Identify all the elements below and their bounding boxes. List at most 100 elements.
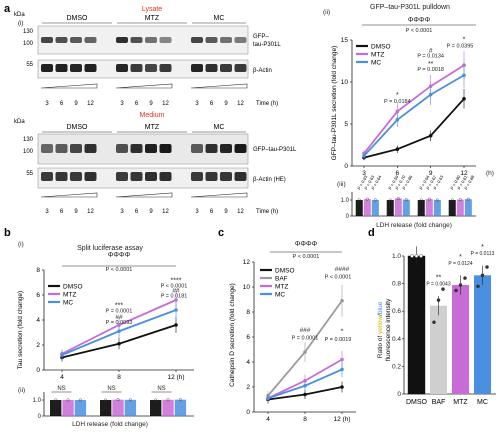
- panel-a-blots: a kDa (i) Lysate DMSO MTZ MC 130 100 GFP…: [4, 3, 297, 215]
- legend-label-dmso: DMSO: [275, 268, 295, 275]
- blot-band: [205, 172, 218, 181]
- legend-label-mtz: MTZ: [371, 52, 384, 59]
- legend-label-baf: BAF: [275, 276, 288, 283]
- data-dot: [365, 197, 369, 201]
- data-dot: [373, 198, 377, 202]
- y-tick-label: 0.8: [392, 281, 401, 288]
- time-tick-label: 9: [149, 101, 153, 107]
- panel-letter-a: a: [4, 3, 11, 15]
- x-tick-label: DMSO: [406, 399, 428, 406]
- x-tick-label: BAF: [432, 399, 446, 406]
- y-tick-label: 6: [36, 292, 40, 299]
- bar-dmso: [448, 200, 456, 216]
- medium-marker-55: 55: [26, 171, 33, 177]
- medium-group-mc: MC: [214, 124, 225, 131]
- y-tick-label: 0: [246, 409, 250, 416]
- lysate-tau-bands: [41, 37, 247, 43]
- medium-time-wedges: [40, 192, 248, 198]
- y-tick-label: 12: [243, 259, 251, 266]
- data-dot: [178, 398, 182, 402]
- time-wedge: [115, 192, 173, 198]
- data-point-dmso: [395, 147, 400, 151]
- y-axis-label: Tau secretion (fold change): [17, 291, 24, 369]
- blot-band: [191, 144, 203, 153]
- data-dot: [104, 398, 108, 402]
- p-value: P = 0.0113: [471, 251, 495, 257]
- time-tick-label: 9: [224, 101, 228, 107]
- sig-diamonds: ΦΦΦΦ: [108, 252, 131, 259]
- y-tick-label: 6: [246, 334, 250, 341]
- sig-symbol: ***: [115, 303, 123, 310]
- lysate-band1-label-l2: tau-P301L: [253, 42, 281, 48]
- lysate-group-dmso: DMSO: [67, 15, 89, 22]
- bar-mc: [402, 199, 410, 216]
- time-tick-label: 6: [210, 101, 214, 107]
- medium-marker-130: 130: [23, 137, 34, 143]
- p-value: P = 0.0019: [325, 337, 352, 343]
- medium-header: Medium: [140, 112, 165, 119]
- time-tick-label: 9: [74, 101, 78, 107]
- time-tick-label: 6: [210, 209, 214, 215]
- medium-marker-100: 100: [23, 149, 34, 155]
- data-dot: [480, 273, 485, 278]
- lysate-sub-label: (i): [18, 21, 23, 27]
- y-tick-label: 0.4: [392, 336, 401, 343]
- y-tick-label: 0.6: [392, 308, 401, 315]
- y-tick-label: 5: [344, 121, 348, 128]
- data-point-mc: [428, 92, 433, 97]
- data-dot: [410, 254, 414, 258]
- data-dot: [154, 398, 158, 402]
- chart-d: Ratio of yellow/blue fluorescence intensi…: [377, 244, 496, 406]
- data-dot: [128, 398, 132, 402]
- data-dot: [441, 287, 445, 291]
- time-tick-label: 12: [237, 209, 244, 215]
- time-tick-label: 9: [74, 209, 78, 215]
- blot-band: [41, 144, 53, 153]
- data-dot: [357, 198, 361, 202]
- y-tick-label: 2: [36, 342, 40, 349]
- y-axis-label-part: yellow: [377, 316, 384, 334]
- medium-group-dmso: DMSO: [67, 124, 89, 131]
- lysate-time-labels: 3 6 9 12 3 6 9 12 3 6 9 12: [45, 101, 244, 107]
- bar-mc: [464, 199, 472, 216]
- sub-label: (iii): [337, 181, 346, 188]
- panel-letter-c: c: [218, 227, 224, 239]
- blot-band: [84, 172, 97, 181]
- medium-group-mtz: MTZ: [145, 124, 160, 131]
- sig-symbol: *: [341, 328, 344, 335]
- blot-band: [205, 144, 218, 153]
- series-line-mtz: [363, 64, 465, 154]
- lysate-time-label: Time (h): [256, 101, 278, 107]
- panel-letter-b: b: [4, 227, 11, 239]
- data-point-dmso: [303, 392, 307, 397]
- time-tick-label: 3: [45, 209, 49, 215]
- blot-band: [55, 64, 68, 72]
- time-wedge: [40, 83, 98, 89]
- data-dot: [166, 398, 170, 402]
- blot-band: [84, 64, 97, 72]
- lysate-band1-label-l1: GFP–: [253, 34, 269, 40]
- data-point-mtz: [395, 109, 400, 114]
- legend-label-mc: MC: [275, 292, 285, 299]
- data-point-baf: [340, 298, 344, 303]
- x-tick-label: 4: [60, 374, 64, 381]
- data-point-mc: [362, 154, 366, 158]
- data-dot: [432, 320, 436, 325]
- p-value: P = 0.0001: [106, 309, 133, 315]
- lysate-marker-55: 55: [26, 62, 33, 68]
- bar-mc: [74, 400, 87, 416]
- blot-band: [205, 37, 218, 43]
- p-value: P < 0.0001: [406, 28, 433, 34]
- blot-band: [70, 172, 82, 181]
- data-point-mtz: [340, 357, 344, 362]
- data-dot: [54, 398, 58, 402]
- p-value: P = 0.0184: [384, 99, 411, 105]
- bar-mtz: [425, 199, 433, 216]
- y-tick-label: 0.2: [392, 363, 401, 370]
- bar-mtz: [62, 400, 74, 416]
- data-point-dmso: [428, 133, 433, 138]
- medium-band1-label: GFP–tau-P301L: [253, 147, 297, 153]
- series-line-mc: [363, 74, 465, 157]
- blot-band: [220, 37, 232, 43]
- blot-band: [220, 144, 232, 153]
